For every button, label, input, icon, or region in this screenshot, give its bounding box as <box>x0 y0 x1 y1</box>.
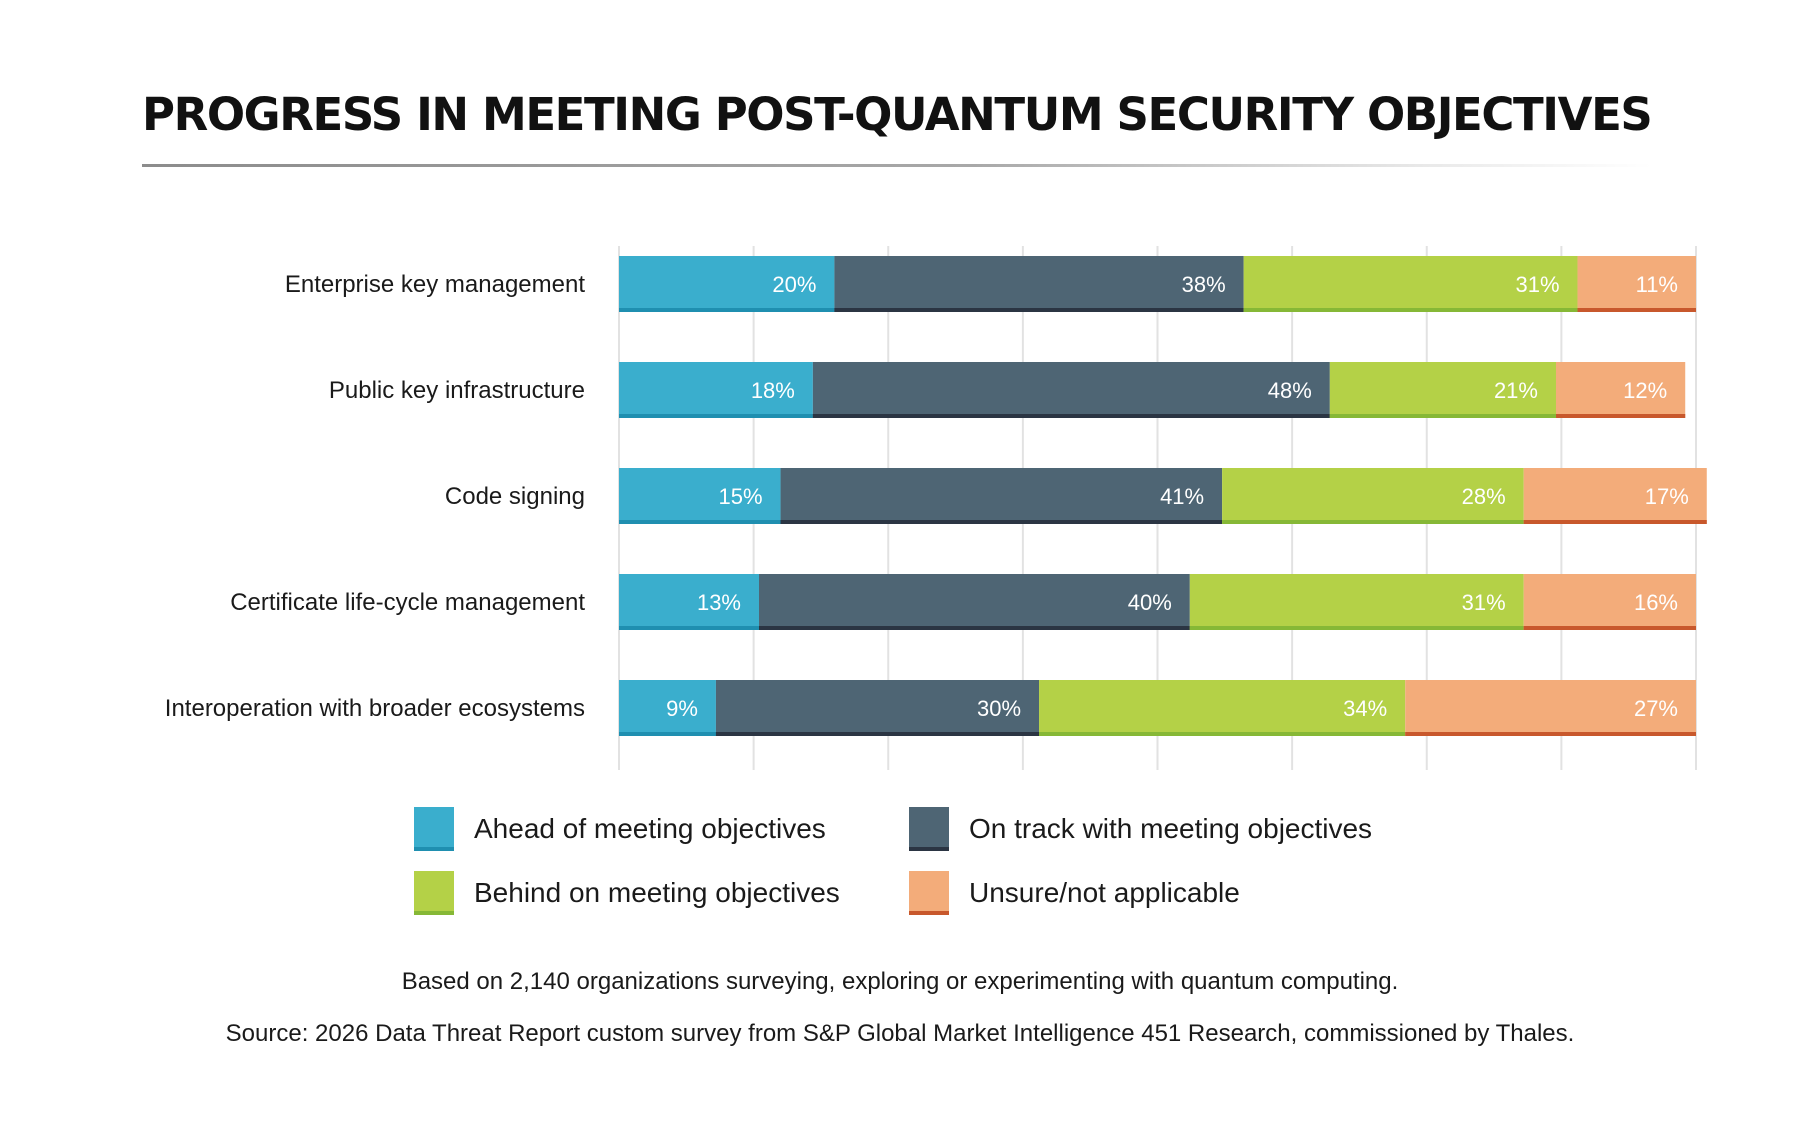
bar-segment <box>834 256 1244 312</box>
data-label: 11% <box>1636 272 1678 297</box>
data-label: 48% <box>1268 378 1312 403</box>
bar-segment <box>1189 574 1524 630</box>
bar-segment <box>1222 468 1524 524</box>
legend-swatch-behind <box>414 871 454 915</box>
category-label: Interoperation with broader ecosystems <box>165 695 585 722</box>
bar-segment-edge <box>1039 732 1406 736</box>
data-label: 21% <box>1494 378 1538 403</box>
bar-segment-edge <box>1523 520 1707 524</box>
data-label: 40% <box>1128 590 1172 615</box>
data-label: 20% <box>772 272 816 297</box>
bar-segment <box>1577 256 1696 312</box>
bar-segment-edge <box>1405 732 1696 736</box>
bar-segment-edge <box>619 520 781 524</box>
data-label: 13% <box>697 590 741 615</box>
bar-segment <box>619 680 716 736</box>
stacked-bar-chart: Enterprise key management 20% 38% 31% 11% Pub… <box>165 246 1707 770</box>
legend-item-behind: Behind on meeting objectives <box>414 871 840 915</box>
bar-segment-edge <box>812 414 1330 418</box>
chart-title: PROGRESS IN MEETING POST-QUANTUM SECURIT… <box>142 88 1653 141</box>
bar-segment-edge <box>1523 626 1696 630</box>
bar-segment <box>1555 362 1686 418</box>
bar-segment-edge <box>1577 308 1696 312</box>
bar-segment-edge <box>1189 626 1524 630</box>
data-label: 31% <box>1462 590 1506 615</box>
legend-label-unsure: Unsure/not applicable <box>969 877 1240 908</box>
bar-segment <box>619 256 835 312</box>
bar-segment-edge <box>715 732 1040 736</box>
bar-segment-edge <box>1329 414 1556 418</box>
bar-segment-edge <box>619 732 716 736</box>
bar-segment-edge <box>1243 308 1578 312</box>
legend-label-on-track: On track with meeting objectives <box>969 813 1373 844</box>
legend-label-ahead: Ahead of meeting objectives <box>474 813 826 844</box>
bar-segment <box>759 574 1190 630</box>
bar-segment <box>812 362 1330 418</box>
bar-segment <box>619 362 813 418</box>
base-note: Based on 2,140 organizations surveying, … <box>401 968 1399 995</box>
category-label: Code signing <box>445 483 585 510</box>
data-label: 31% <box>1515 272 1559 297</box>
data-label: 9% <box>666 696 698 721</box>
source-note: Source: 2026 Data Threat Report custom s… <box>225 1020 1575 1047</box>
bar-segment <box>1039 680 1406 736</box>
legend-label-behind: Behind on meeting objectives <box>474 877 840 908</box>
data-label: 28% <box>1462 484 1506 509</box>
legend-swatch-on-track <box>909 807 949 851</box>
bar-segment <box>1523 574 1696 630</box>
data-label: 17% <box>1645 484 1689 509</box>
data-label: 30% <box>977 696 1021 721</box>
category-label: Certificate life-cycle management <box>230 589 585 616</box>
bar-segment <box>1243 256 1578 312</box>
data-label: 15% <box>719 484 763 509</box>
bar-segment-edge <box>1555 414 1686 418</box>
bar-segment <box>780 468 1223 524</box>
bar-segment <box>715 680 1040 736</box>
bar-segment-edge <box>619 626 760 630</box>
bar-segment-edge <box>780 520 1223 524</box>
bar-segment-edge <box>759 626 1190 630</box>
bar-segment <box>1523 468 1707 524</box>
data-label: 34% <box>1343 696 1387 721</box>
data-label: 41% <box>1160 484 1204 509</box>
bar-segment <box>619 468 781 524</box>
bar-segment-edge <box>834 308 1244 312</box>
bar-segment-edge <box>1222 520 1524 524</box>
data-label: 18% <box>751 378 795 403</box>
legend-item-ahead: Ahead of meeting objectives <box>414 807 826 851</box>
category-label: Enterprise key management <box>285 271 585 298</box>
bar-segment <box>619 574 760 630</box>
title-divider <box>142 164 1652 167</box>
data-label: 12% <box>1623 378 1667 403</box>
legend-item-on-track: On track with meeting objectives <box>909 807 1372 851</box>
legend-swatch-unsure <box>909 871 949 915</box>
bar-segment <box>1405 680 1696 736</box>
bar-segment <box>1329 362 1556 418</box>
legend-item-unsure: Unsure/not applicable <box>909 871 1240 915</box>
bar-segment-edge <box>619 414 813 418</box>
category-label: Public key infrastructure <box>329 377 585 404</box>
data-label: 16% <box>1634 590 1678 615</box>
legend-swatch-ahead <box>414 807 454 851</box>
data-label: 27% <box>1634 696 1678 721</box>
data-label: 38% <box>1182 272 1226 297</box>
bar-segment-edge <box>619 308 835 312</box>
